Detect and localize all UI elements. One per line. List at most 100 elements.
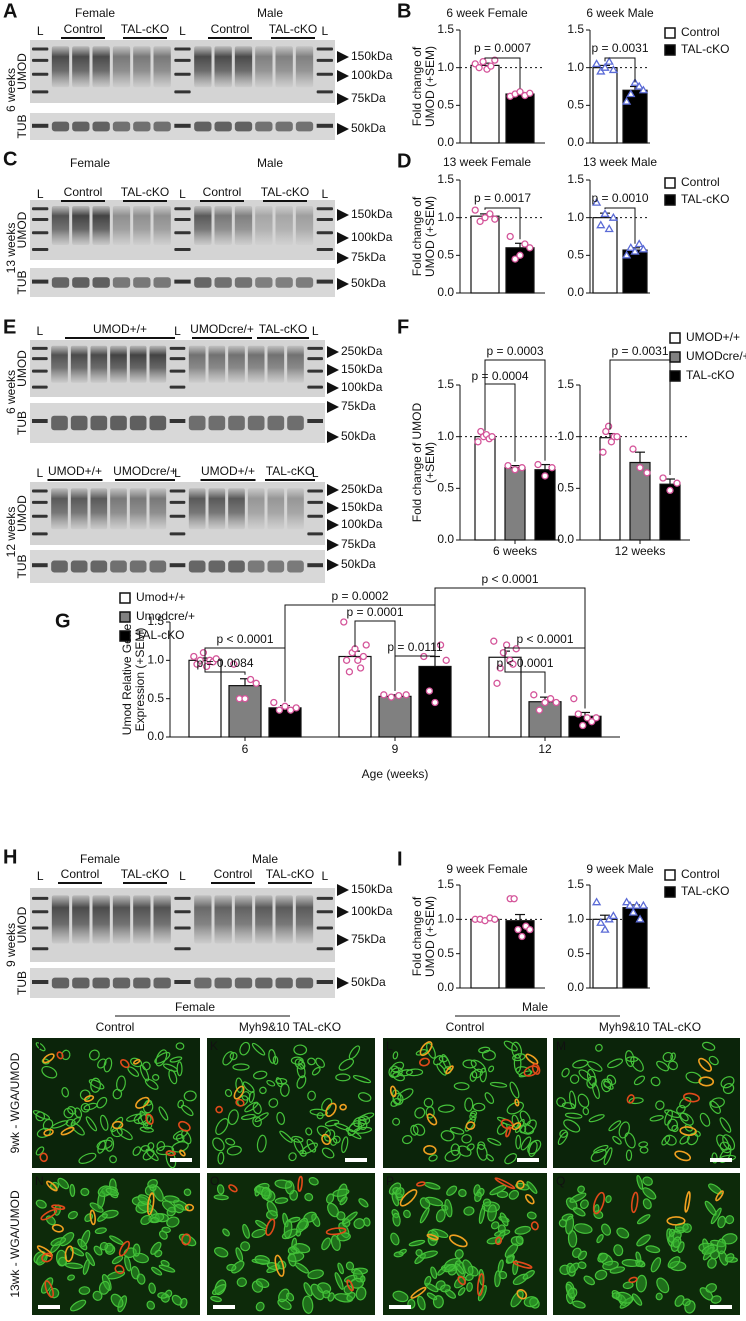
umod-stain (120, 1059, 130, 1069)
umod-stain (325, 1227, 347, 1236)
data-point (436, 641, 445, 649)
ladder-band (174, 947, 191, 951)
bar (188, 659, 222, 738)
ladder-band (174, 90, 191, 94)
condition-label: TAL-cKO (121, 185, 169, 199)
tubule (390, 1067, 403, 1078)
umod-band (287, 345, 304, 383)
umod-band (228, 488, 245, 530)
tubule (504, 1243, 519, 1258)
umod-band (129, 345, 147, 383)
legend-label: Control (681, 175, 720, 189)
umod-stain (511, 1122, 522, 1131)
tubule (722, 1134, 736, 1151)
tubule (103, 1057, 113, 1073)
tubule (684, 1124, 693, 1132)
umod-band (110, 488, 127, 530)
tubule (408, 1239, 426, 1247)
tubule (78, 1286, 91, 1295)
umod-stain (666, 1216, 686, 1226)
tubule (590, 1148, 607, 1162)
tubule (568, 1262, 580, 1273)
tubule (635, 1274, 647, 1293)
row-label: UMOD (15, 906, 29, 943)
tubule (426, 1292, 438, 1301)
panel-letter: E (3, 316, 16, 338)
tubule (430, 1266, 438, 1279)
tubule (708, 1055, 719, 1066)
data-point (630, 246, 640, 255)
tub-band (208, 415, 226, 431)
ladder-band (32, 489, 48, 493)
tubule (597, 1252, 608, 1263)
panel-letter: A (3, 0, 17, 22)
umod-band (234, 895, 253, 944)
tubule (470, 1059, 486, 1073)
tubule (163, 1063, 178, 1072)
tub-band (129, 415, 147, 431)
bar (228, 685, 262, 738)
umod-band (133, 895, 151, 944)
tubule (35, 1042, 46, 1052)
y-axis-label: Fold change of (410, 896, 424, 976)
tubule (722, 1082, 735, 1095)
tubule (705, 1283, 717, 1293)
tubule (90, 1077, 101, 1093)
tubule (215, 1118, 229, 1136)
umod-band (255, 206, 273, 245)
tubule (561, 1067, 570, 1078)
data-point (475, 64, 483, 72)
tubule (508, 1189, 520, 1200)
y-tick-label: 1.0 (567, 912, 584, 926)
legend-swatch (664, 27, 676, 39)
tubule (158, 1106, 169, 1121)
tubule (321, 1147, 335, 1159)
tubule (403, 1209, 411, 1219)
tubule (702, 1041, 716, 1051)
y-tick-label: 1.5 (147, 614, 164, 628)
legend-label: UMODcre/+ (686, 349, 746, 363)
tubule (458, 1188, 467, 1198)
umod-band (234, 46, 253, 88)
tubule (579, 1199, 589, 1209)
umod-stain (389, 1085, 397, 1098)
tub-band (51, 121, 70, 132)
size-marker: 250kDa (341, 482, 383, 496)
tubule (181, 1130, 192, 1145)
tubule (61, 1087, 69, 1098)
data-point (608, 911, 619, 920)
umod-stain (39, 1152, 48, 1163)
tubule (519, 1110, 531, 1126)
data-point (526, 244, 534, 252)
y-tick-label: 1.0 (567, 210, 584, 224)
tubule (357, 1092, 372, 1102)
umod-stain (321, 1133, 331, 1146)
ladder-band (316, 207, 333, 211)
ladder-band (32, 218, 49, 221)
y-axis-label: Umod Relative Gene (120, 623, 134, 735)
tubule (293, 1044, 308, 1056)
y-tick-label: 1.5 (437, 377, 454, 391)
tubule (642, 1198, 652, 1210)
y-tick-label: 1.5 (567, 172, 584, 186)
chart-title: 6 week Female (446, 6, 528, 20)
tubule (664, 1109, 673, 1126)
data-point (488, 433, 496, 441)
tubule (316, 1112, 324, 1120)
data-point (625, 900, 635, 909)
size-marker: 75kDa (351, 91, 386, 105)
umod-stain (715, 1190, 724, 1202)
y-tick-label: 1.0 (557, 429, 574, 443)
tubule (414, 1107, 426, 1119)
significance-bracket (504, 647, 546, 694)
tubule (628, 1097, 644, 1105)
tubule (504, 1153, 517, 1165)
tubule (293, 1138, 304, 1155)
ladder-band (307, 489, 323, 493)
row-label: 9wk - WGA/UMOD (8, 1052, 22, 1153)
scale-bar (710, 1305, 732, 1309)
tubule (616, 1227, 630, 1239)
umod-band (133, 46, 151, 88)
umod-stain (132, 1058, 141, 1065)
tubule (160, 1259, 170, 1267)
